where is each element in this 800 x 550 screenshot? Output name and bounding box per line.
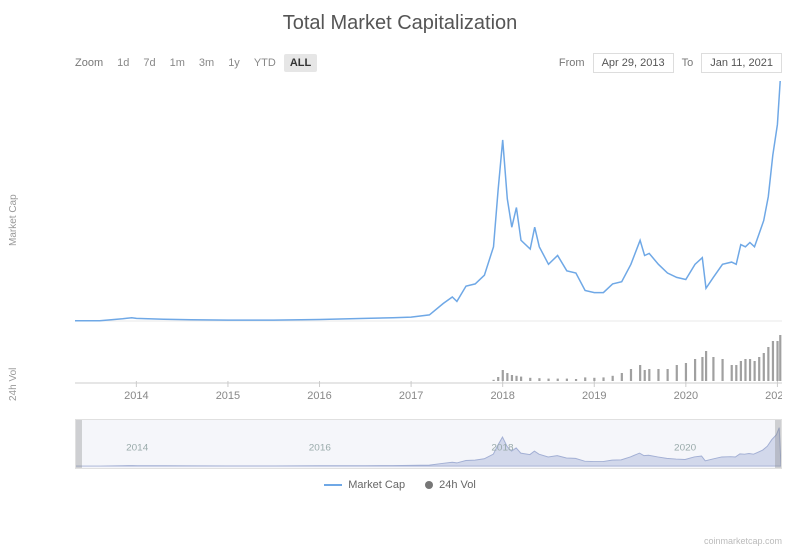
zoom-1d[interactable]: 1d xyxy=(111,54,135,72)
svg-text:2018: 2018 xyxy=(490,390,514,402)
svg-text:2021: 2021 xyxy=(765,390,782,402)
svg-text:2017: 2017 xyxy=(399,390,423,402)
zoom-1y[interactable]: 1y xyxy=(222,54,246,72)
svg-text:2018: 2018 xyxy=(491,443,513,454)
y-axis-title-volume: 24h Vol xyxy=(8,368,19,401)
from-date-input[interactable]: Apr 29, 2013 xyxy=(593,53,674,73)
chart-plot[interactable]: $0$250 B$500 B$750 B$1 T0201420152016201… xyxy=(75,81,782,411)
zoom-group: Zoom 1d 7d 1m 3m 1y YTD ALL xyxy=(75,54,317,72)
svg-text:2014: 2014 xyxy=(124,390,148,402)
svg-text:2015: 2015 xyxy=(216,390,240,402)
legend-marketcap-label: Market Cap xyxy=(348,479,405,491)
legend-volume-label: 24h Vol xyxy=(439,479,476,491)
y-axis-title-marketcap: Market Cap xyxy=(8,194,19,246)
from-label: From xyxy=(559,57,585,69)
to-date-input[interactable]: Jan 11, 2021 xyxy=(701,53,782,73)
svg-text:2016: 2016 xyxy=(307,390,331,402)
zoom-ytd[interactable]: YTD xyxy=(248,54,282,72)
range-navigator[interactable]: 2014 2016 2018 2020 xyxy=(75,419,782,469)
page-title: Total Market Capitalization xyxy=(0,0,800,53)
svg-text:2014: 2014 xyxy=(126,443,149,454)
svg-text:2019: 2019 xyxy=(582,390,606,402)
zoom-label: Zoom xyxy=(75,57,103,69)
chart-controls: Zoom 1d 7d 1m 3m 1y YTD ALL From Apr 29,… xyxy=(0,53,800,73)
attribution: coinmarketcap.com xyxy=(704,536,782,546)
zoom-3m[interactable]: 3m xyxy=(193,54,220,72)
chart-area: Market Cap 24h Vol $0$250 B$500 B$750 B$… xyxy=(0,81,800,411)
svg-text:2020: 2020 xyxy=(674,390,698,402)
zoom-1m[interactable]: 1m xyxy=(164,54,191,72)
legend-marketcap[interactable]: Market Cap xyxy=(324,479,405,491)
to-label: To xyxy=(682,57,694,69)
svg-text:2016: 2016 xyxy=(309,443,331,454)
chart-legend: Market Cap 24h Vol xyxy=(0,469,800,491)
zoom-7d[interactable]: 7d xyxy=(137,54,161,72)
legend-line-icon xyxy=(324,484,342,486)
date-range: From Apr 29, 2013 To Jan 11, 2021 xyxy=(559,53,782,73)
zoom-all[interactable]: ALL xyxy=(284,54,317,72)
svg-text:2020: 2020 xyxy=(674,443,697,454)
legend-volume[interactable]: 24h Vol xyxy=(425,479,476,491)
legend-circle-icon xyxy=(425,481,433,489)
